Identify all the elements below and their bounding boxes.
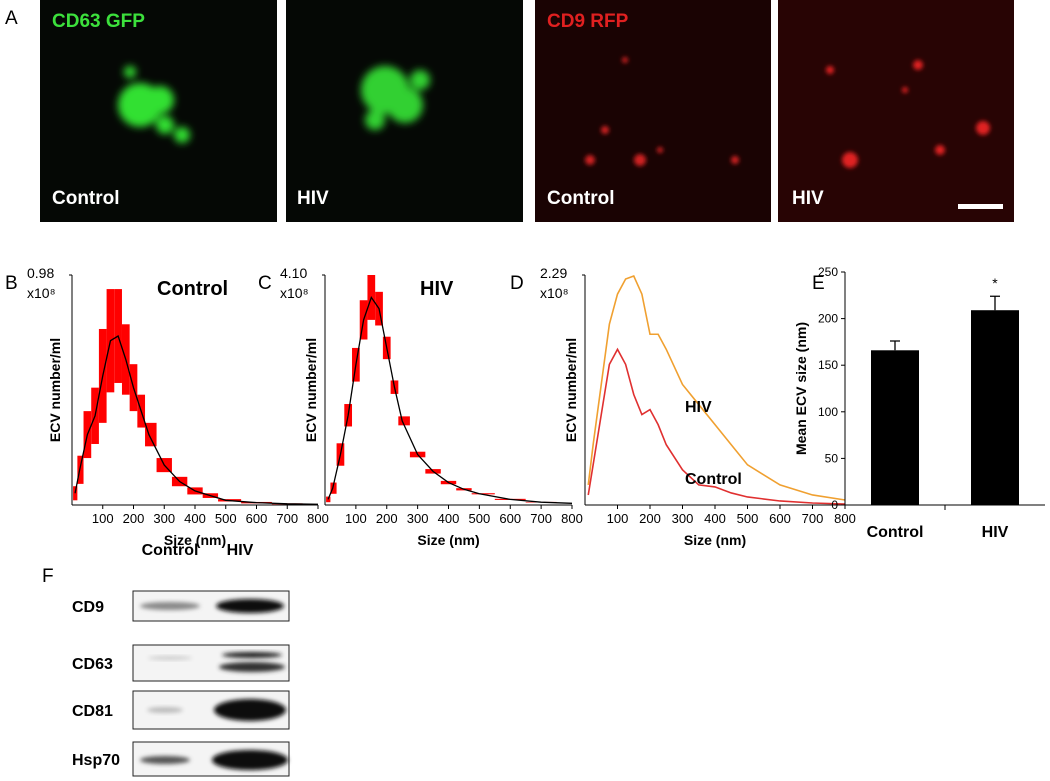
error-band xyxy=(398,416,410,426)
x-tick-label: 800 xyxy=(307,511,329,526)
panel-label: E xyxy=(812,273,825,294)
x-tick-label: 200 xyxy=(123,511,145,526)
panel-label: A xyxy=(5,8,18,29)
series-line xyxy=(587,347,846,505)
panel-label: C xyxy=(258,273,272,294)
row-label: CD63 xyxy=(72,656,113,673)
y-tick-label: 0.98 xyxy=(27,265,54,281)
x-tick-label: 700 xyxy=(276,511,298,526)
x-tick-label: 100 xyxy=(345,511,367,526)
x-tick-label: Control xyxy=(867,524,924,541)
y-tick-label: 0 xyxy=(831,498,838,512)
column-label: HIV xyxy=(227,542,254,559)
condition-label: HIV xyxy=(792,188,824,209)
error-bar xyxy=(890,340,900,351)
condition-label: HIV xyxy=(297,188,329,209)
row-label: CD81 xyxy=(72,703,113,720)
x-tick-label: 700 xyxy=(802,511,824,526)
chart-title: Control xyxy=(157,278,228,300)
micrograph xyxy=(535,0,771,222)
condition-label: Control xyxy=(547,188,615,209)
y-tick-label: 250 xyxy=(818,265,838,279)
y-tick-label: 4.10 xyxy=(280,265,307,281)
chart-title: HIV xyxy=(420,278,454,300)
y-tick-label: 100 xyxy=(818,405,838,419)
series-label: HIV xyxy=(685,399,712,416)
x-tick-label: HIV xyxy=(982,524,1009,541)
micrograph xyxy=(40,0,277,222)
x-tick-label: 600 xyxy=(769,511,791,526)
x-axis-title: Size (nm) xyxy=(417,532,479,548)
x-tick-label: 800 xyxy=(834,511,856,526)
column-label: Control xyxy=(142,542,199,559)
y-scale-label: x10⁸ xyxy=(540,285,569,301)
error-band xyxy=(471,493,495,495)
bar xyxy=(971,310,1019,505)
stain-label: CD9 RFP xyxy=(547,11,629,32)
panel-label: F xyxy=(42,566,54,587)
panel-label: D xyxy=(510,273,524,294)
y-tick-label: 150 xyxy=(818,358,838,372)
stain-label: CD63 GFP xyxy=(52,11,145,32)
x-tick-label: 400 xyxy=(438,511,460,526)
panel-label: B xyxy=(5,273,18,294)
x-axis-title: Size (nm) xyxy=(684,532,746,548)
x-tick-label: 200 xyxy=(639,511,661,526)
series-line xyxy=(327,296,573,504)
y-scale-label: x10⁸ xyxy=(27,285,56,301)
x-tick-label: 400 xyxy=(184,511,206,526)
y-axis-title: Mean ECV size (nm) xyxy=(793,322,809,455)
x-axis-title: Size (nm) xyxy=(164,532,226,548)
x-tick-label: 300 xyxy=(153,511,175,526)
error-band xyxy=(145,422,157,447)
y-scale-label: x10⁸ xyxy=(280,285,309,301)
x-tick-label: 100 xyxy=(607,511,629,526)
x-tick-label: 400 xyxy=(704,511,726,526)
x-tick-label: 300 xyxy=(407,511,429,526)
x-tick-label: 100 xyxy=(92,511,114,526)
x-tick-label: 700 xyxy=(530,511,552,526)
micrograph xyxy=(778,0,1014,222)
y-tick-label: 200 xyxy=(818,312,838,326)
error-band xyxy=(77,455,84,484)
error-bar xyxy=(990,295,1000,311)
x-tick-label: 800 xyxy=(561,511,583,526)
error-band xyxy=(330,482,337,494)
x-tick-label: 600 xyxy=(246,511,268,526)
x-tick-label: 600 xyxy=(499,511,521,526)
y-tick-label: 50 xyxy=(825,451,839,465)
x-tick-label: 500 xyxy=(469,511,491,526)
y-axis-title: ECV number/ml xyxy=(303,338,319,442)
row-label: CD9 xyxy=(72,599,104,616)
x-tick-label: 300 xyxy=(672,511,694,526)
blot xyxy=(132,644,290,682)
x-tick-label: 500 xyxy=(737,511,759,526)
row-label: Hsp70 xyxy=(72,752,120,769)
y-axis-title: ECV number/ml xyxy=(563,338,579,442)
bar xyxy=(871,350,919,505)
blot xyxy=(132,741,290,777)
x-tick-label: 200 xyxy=(376,511,398,526)
y-tick-label: 2.29 xyxy=(540,265,567,281)
x-tick-label: 500 xyxy=(215,511,237,526)
annotation: * xyxy=(992,275,998,291)
y-axis-title: ECV number/ml xyxy=(47,338,63,442)
condition-label: Control xyxy=(52,188,120,209)
micrograph xyxy=(286,0,523,222)
scale-bar xyxy=(958,204,1003,209)
series-line xyxy=(587,274,846,501)
series-line xyxy=(74,335,319,505)
blot xyxy=(132,690,290,730)
blot xyxy=(132,590,290,622)
series-label: Control xyxy=(685,471,742,488)
